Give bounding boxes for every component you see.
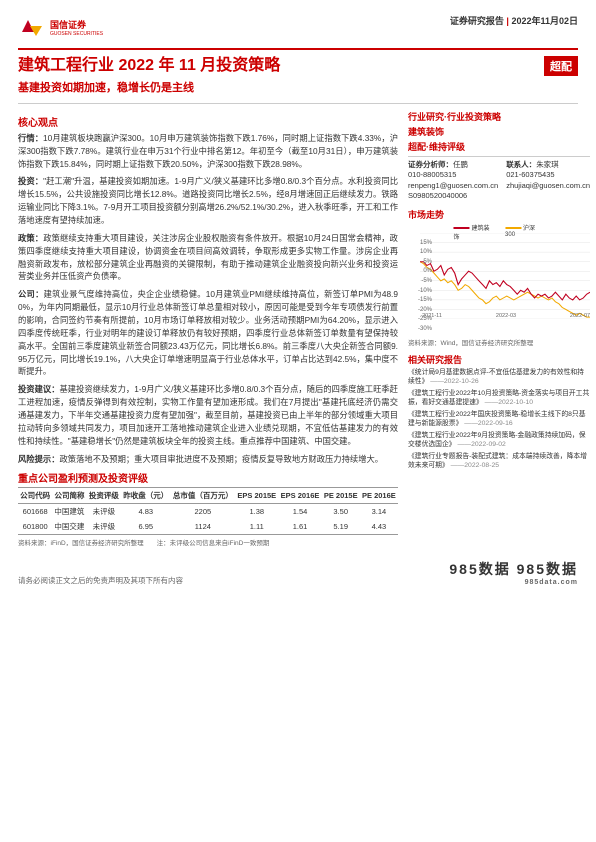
valuation-table: 公司代码公司简称投资评级昨收盘（元）总市值（百万元）EPS 2015EEPS 2…	[18, 487, 398, 535]
analyst-block: 证券分析师：任鹏 010-88005315 renpeng1@guosen.co…	[408, 160, 498, 202]
section-core-h: 核心观点	[18, 114, 398, 129]
main-content: 核心观点 行情：10月建筑板块跑赢沪深300。10月申万建筑装饰指数下跌1.76…	[18, 110, 398, 548]
para-market: 行情：10月建筑板块跑赢沪深300。10月申万建筑装饰指数下跌1.76%，同时期…	[18, 132, 398, 171]
para-advice: 投资建议：基建投资继续发力，1-9月广义/狭义基建环比多增0.8/0.3个百分点…	[18, 383, 398, 447]
table-source: 资料来源：iFinD，国信证券经济研究所整理 注：未评级公司信息来自iFinD一…	[18, 537, 398, 547]
contact-block: 联系人：朱家琪 021-60375435 zhujiaqi@guosen.com…	[506, 160, 590, 202]
report-type: 证券研究报告	[450, 14, 504, 27]
title-block: 建筑工程行业 2022 年 11 月投资策略 基建投资如期加速，稳增长仍是主线 …	[18, 56, 578, 95]
brand-name: 国信证券	[50, 20, 86, 30]
para-policy: 政策：政策继续支持重大项目建设，关注涉房企业股权融资有条件放开。根据10月24日…	[18, 232, 398, 283]
disclaimer: 请务必阅读正文之后的免责声明及其项下所有内容	[18, 575, 183, 586]
para-risk: 风险提示：政策落地不及预期；重大项目审批进度不及预期；疫情反复导致地方财政压力持…	[18, 453, 398, 466]
logo-icon	[18, 14, 44, 40]
industry: 建筑装饰	[408, 125, 590, 138]
rating-badge: 超配	[544, 56, 578, 76]
sidebar: 行业研究·行业投资策略 建筑装饰 超配·维持评级 证券分析师：任鹏 010-88…	[408, 110, 590, 548]
para-invest: 投资："赶工潮"升温，基建投资如期加速。1-9月广义/狭义基建环比多增0.8/0…	[18, 175, 398, 226]
related-list: 《统计局9月基建数据点评-不宜低估基建发力的有效性和持续性》 ——2022-10…	[408, 368, 590, 471]
title-main: 建筑工程行业 2022 年 11 月投资策略	[18, 56, 280, 77]
brand-sub: GUOSEN SECURITIES	[50, 31, 103, 37]
para-company: 公司：建筑业景气度维持高位，央企企业绩稳健。10月建筑业PMI继续维持高位，新签…	[18, 288, 398, 378]
rating-line: 超配·维持评级	[408, 140, 590, 153]
report-date: 2022年11月02日	[511, 14, 578, 27]
watermark: 985数据 985数据 985data.com	[449, 559, 578, 586]
logo: 国信证券 GUOSEN SECURITIES	[18, 14, 103, 40]
chart-heading: 市场走势	[408, 208, 590, 221]
title-sub: 基建投资如期加速，稳增长仍是主线	[18, 79, 280, 95]
category: 行业研究·行业投资策略	[408, 110, 590, 123]
market-chart: 建筑装饰 沪深300 15%10%5%0%-5%-10%-15%-20%-25%…	[408, 223, 590, 333]
related-heading: 相关研究报告	[408, 353, 590, 366]
footer: 请务必阅读正文之后的免责声明及其项下所有内容 985数据 985数据 985da…	[18, 559, 578, 586]
table-heading: 重点公司盈利预测及投资评级	[18, 470, 398, 485]
header: 国信证券 GUOSEN SECURITIES 证券研究报告 | 2022年11月…	[18, 14, 578, 40]
header-meta: 证券研究报告 | 2022年11月02日	[450, 14, 578, 27]
chart-source: 资料来源：Wind，国信证券经济研究所整理	[408, 337, 590, 347]
